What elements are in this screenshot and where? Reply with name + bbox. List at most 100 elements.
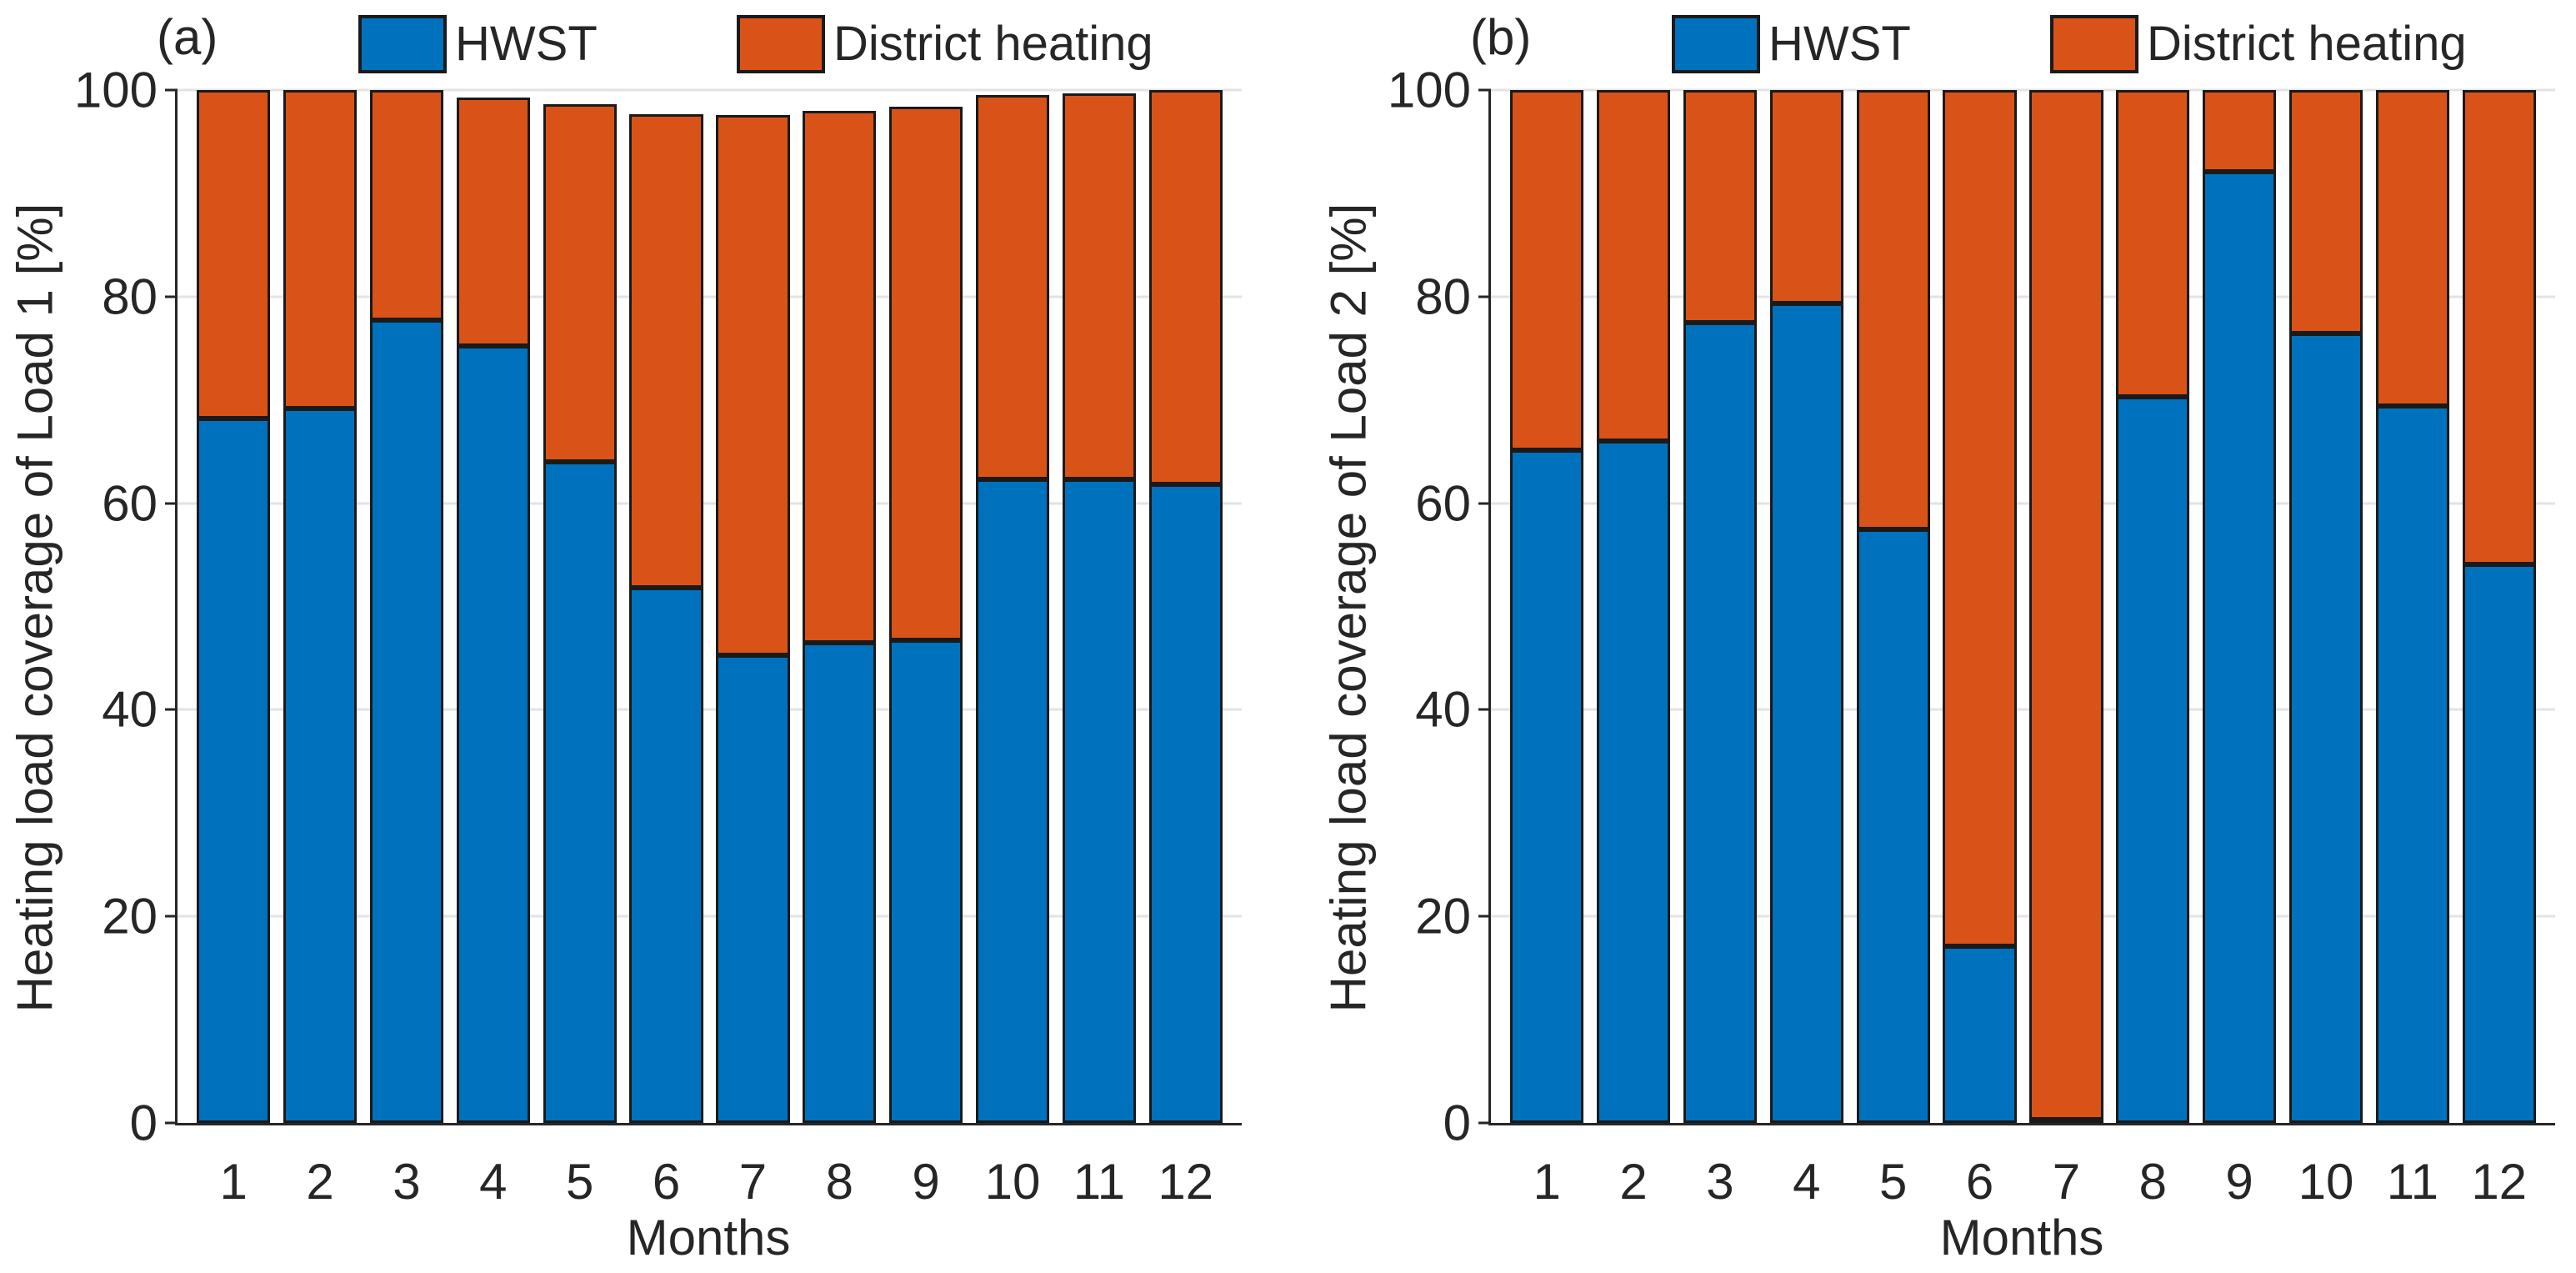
y-tickmark-60 — [1478, 502, 1491, 505]
y-tickmark-100 — [165, 88, 178, 92]
x-tick-label-5: 5 — [1878, 1154, 1908, 1210]
y-tickmark-80 — [1478, 295, 1491, 298]
stacked-bar-month-1 — [197, 90, 271, 1123]
y-tickmark-0 — [1478, 1121, 1491, 1125]
x-tick-label-12: 12 — [2471, 1154, 2528, 1210]
bar-segment-hwst-month-12 — [1148, 484, 1223, 1123]
chart-panel-a: (a) HWST District heating Heating load c… — [0, 0, 1265, 1273]
bar-segment-district-heating-month-5 — [543, 104, 617, 463]
x-tick-label-2: 2 — [306, 1154, 334, 1210]
stacked-bar-month-12 — [2462, 90, 2536, 1123]
y-tickmark-40 — [165, 708, 178, 711]
y-tick-label-20: 20 — [102, 888, 158, 945]
bar-segment-hwst-month-6 — [629, 588, 703, 1123]
bar-segment-district-heating-month-7 — [2029, 90, 2103, 1120]
x-tick-label-1: 1 — [1533, 1154, 1561, 1210]
stacked-bar-month-3 — [1683, 90, 1758, 1123]
bar-segment-district-heating-month-5 — [1856, 90, 1930, 529]
gridline-100 — [178, 88, 1242, 92]
bar-segment-district-heating-month-2 — [283, 90, 358, 408]
bar-segment-district-heating-month-6 — [1943, 90, 2017, 947]
x-tick-label-10: 10 — [984, 1154, 1041, 1210]
legend-swatch-district-heating — [2050, 15, 2138, 73]
gridline-20 — [178, 915, 1242, 918]
bar-segment-district-heating-month-9 — [888, 106, 963, 641]
bar-slot-month-9: 9 — [883, 90, 969, 1210]
bar-segment-hwst-month-4 — [456, 346, 530, 1123]
x-tick-label-10: 10 — [2298, 1154, 2354, 1210]
bar-slot-month-12: 12 — [1143, 90, 1229, 1210]
bars-row: 1 2 3 4 5 6 7 8 9 10 11 12 — [1491, 90, 2555, 1210]
y-axis-label: Heating load coverage of Load 1 [%] — [7, 203, 63, 1013]
gridline-40 — [178, 708, 1242, 711]
chart-panel-b: (b) HWST District heating Heating load c… — [1313, 0, 2576, 1273]
bar-segment-district-heating-month-10 — [2288, 90, 2363, 334]
y-tick-label-40: 40 — [102, 681, 158, 738]
stacked-bar-month-8 — [2116, 90, 2190, 1123]
bar-slot-month-7: 7 — [709, 90, 796, 1210]
bar-segment-hwst-month-2 — [283, 408, 358, 1123]
bar-slot-month-10: 10 — [2283, 90, 2369, 1210]
plot-area: 0 20 40 60 80 100 1 2 3 4 5 6 7 8 9 10 11 12 — [1388, 63, 2555, 1210]
bar-segment-district-heating-month-1 — [1510, 90, 1584, 451]
bar-slot-month-7: 7 — [2023, 90, 2109, 1210]
bar-segment-district-heating-month-12 — [2462, 90, 2536, 564]
x-tick-label-5: 5 — [565, 1154, 594, 1210]
stacked-bar-month-5 — [1856, 90, 1930, 1123]
x-tick-label-2: 2 — [1619, 1154, 1648, 1210]
stacked-bar-month-5 — [543, 90, 617, 1123]
stacked-bar-month-12 — [1148, 90, 1223, 1123]
bar-slot-month-1: 1 — [1503, 90, 1590, 1210]
stacked-bar-month-10 — [2288, 90, 2363, 1123]
bar-slot-month-4: 4 — [450, 90, 537, 1210]
bar-segment-hwst-month-11 — [1062, 479, 1136, 1123]
legend-label-hwst: HWST — [455, 17, 598, 71]
bar-slot-month-5: 5 — [1850, 90, 1937, 1210]
bars-row: 1 2 3 4 5 6 7 8 9 10 11 12 — [178, 90, 1242, 1210]
stacked-bar-month-6 — [629, 90, 703, 1123]
bar-segment-district-heating-month-4 — [456, 97, 530, 347]
x-tick-label-6: 6 — [652, 1154, 681, 1210]
x-tick-label-9: 9 — [912, 1154, 940, 1210]
plot-area: 0 20 40 60 80 100 1 2 3 4 5 6 7 8 9 10 11 12 — [74, 63, 1242, 1210]
stacked-bar-month-8 — [803, 90, 877, 1123]
bar-segment-hwst-month-12 — [2462, 564, 2536, 1123]
x-tick-label-1: 1 — [219, 1154, 248, 1210]
bar-segment-hwst-month-4 — [1769, 303, 1843, 1123]
stacked-bar-month-11 — [1062, 90, 1136, 1123]
stacked-bar-month-2 — [1596, 90, 1671, 1123]
y-tick-label-60: 60 — [1415, 475, 1471, 532]
bar-segment-hwst-month-9 — [2202, 171, 2277, 1123]
x-tick-label-11: 11 — [1073, 1154, 1125, 1210]
bar-segment-hwst-month-5 — [543, 462, 617, 1123]
x-tick-label-4: 4 — [1793, 1154, 1821, 1210]
bar-slot-month-8: 8 — [2109, 90, 2196, 1210]
bar-segment-district-heating-month-10 — [975, 95, 1050, 480]
stacked-bar-month-11 — [2375, 90, 2449, 1123]
bar-segment-hwst-month-10 — [2288, 333, 2363, 1123]
bar-segment-district-heating-month-11 — [1062, 93, 1136, 480]
bar-segment-hwst-month-6 — [1943, 946, 2017, 1123]
bar-slot-month-9: 9 — [2196, 90, 2283, 1210]
y-axis-label: Heating load coverage of Load 2 [%] — [1320, 203, 1377, 1013]
bar-segment-hwst-month-7 — [716, 654, 790, 1123]
bar-slot-month-5: 5 — [537, 90, 623, 1210]
stacked-bar-month-7 — [716, 90, 790, 1123]
bar-slot-month-2: 2 — [1590, 90, 1677, 1210]
x-tick-label-7: 7 — [2052, 1154, 2081, 1210]
stacked-bar-month-4 — [1769, 90, 1843, 1123]
legend-label-hwst: HWST — [1768, 17, 1911, 71]
legend-label-district-heating: District heating — [2147, 17, 2467, 71]
bar-segment-district-heating-month-8 — [2116, 90, 2190, 397]
bar-segment-hwst-month-11 — [2375, 406, 2449, 1123]
bar-segment-hwst-month-3 — [369, 320, 444, 1123]
bar-segment-hwst-month-10 — [975, 479, 1050, 1123]
bar-slot-month-8: 8 — [796, 90, 883, 1210]
y-tick-label-40: 40 — [1415, 681, 1471, 738]
y-tick-label-100: 100 — [1387, 62, 1471, 118]
bar-slot-month-3: 3 — [363, 90, 450, 1210]
bar-slot-month-11: 11 — [1056, 90, 1143, 1210]
bar-segment-district-heating-month-8 — [803, 110, 877, 643]
panel-label-b: (b) — [1470, 9, 1532, 65]
